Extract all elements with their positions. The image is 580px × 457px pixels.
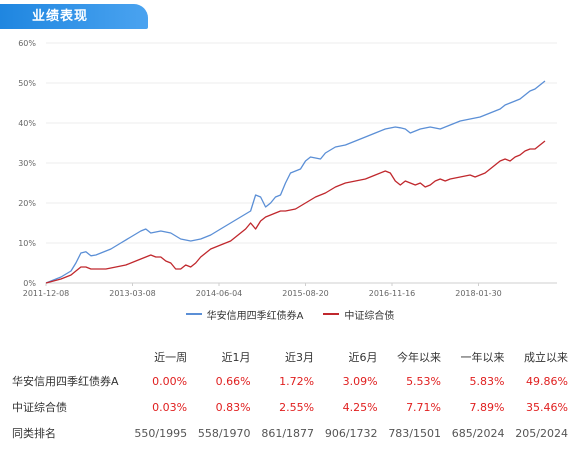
row-label-peer-rank: 同类排名 xyxy=(12,427,56,440)
table-cell: 5.53% xyxy=(406,374,442,388)
series-line-index xyxy=(45,140,546,284)
table-header-1y: 一年以来 xyxy=(460,351,505,364)
table-cell: 685/2024 xyxy=(451,426,505,440)
table-header-3m: 近3月 xyxy=(285,351,315,364)
table-header-blank xyxy=(12,346,128,368)
y-tick-label: 20% xyxy=(18,199,36,208)
legend-swatch-fund xyxy=(185,313,202,315)
y-tick-label: 40% xyxy=(18,119,36,128)
table-cell: 1.72% xyxy=(279,374,315,388)
x-tick-label: 2015-08-20 xyxy=(282,289,329,298)
table-cell: 550/1995 xyxy=(134,426,188,440)
y-tick-label: 0% xyxy=(23,279,36,288)
performance-table: 近一周 近1月 近3月 近6月 今年以来 一年以来 成立以来 华安信用四季红债券… xyxy=(12,346,572,446)
table-row-fund: 华安信用四季红债券A 0.00% 0.66% 1.72% 3.09% 5.53%… xyxy=(12,368,572,394)
y-tick-label: 60% xyxy=(18,39,36,48)
table-cell: 783/1501 xyxy=(388,426,442,440)
series-line-fund xyxy=(45,80,546,284)
row-label-index: 中证综合债 xyxy=(12,401,67,414)
row-label-fund: 华安信用四季红债券A xyxy=(12,375,119,388)
table-cell: 205/2024 xyxy=(515,426,568,440)
table-cell: 2.55% xyxy=(279,400,315,414)
table-cell: 0.00% xyxy=(152,374,188,388)
y-tick-label: 50% xyxy=(18,79,36,88)
table-cell: 4.25% xyxy=(342,400,378,414)
table-cell: 49.86% xyxy=(526,374,568,388)
table-cell: 0.83% xyxy=(215,400,251,414)
legend-label-fund: 华安信用四季红债券A xyxy=(206,310,304,322)
table-cell: 558/1970 xyxy=(197,426,251,440)
table-row-index: 中证综合债 0.03% 0.83% 2.55% 4.25% 7.71% 7.89… xyxy=(12,394,572,420)
table-cell: 861/1877 xyxy=(261,426,315,440)
table-cell: 7.89% xyxy=(469,400,505,414)
x-tick-label: 2018-01-30 xyxy=(455,289,502,298)
x-tick-label: 2011-12-08 xyxy=(23,289,70,298)
legend-swatch-index xyxy=(323,313,340,315)
table-header-ytd: 今年以来 xyxy=(397,351,442,364)
x-tick-label: 2016-11-16 xyxy=(369,289,416,298)
chart-legend: 华安信用四季红债券A 中证综合债 xyxy=(0,306,580,322)
y-tick-label: 30% xyxy=(18,159,36,168)
legend-item-index[interactable]: 中证综合债 xyxy=(323,306,394,322)
x-tick-label: 2014-06-04 xyxy=(196,289,243,298)
table-header-6m: 近6月 xyxy=(348,351,378,364)
performance-line-chart: 0% 10% 20% 30% 40% 50% 60% 2011-12-08 2013-03-08… xyxy=(18,39,557,298)
table-cell: 5.83% xyxy=(469,374,505,388)
table-cell: 35.46% xyxy=(526,400,568,414)
table-header-1w: 近一周 xyxy=(154,351,188,364)
table-header-row: 近一周 近1月 近3月 近6月 今年以来 一年以来 成立以来 xyxy=(12,346,572,368)
x-tick-label: 2013-03-08 xyxy=(109,289,156,298)
table-cell: 3.09% xyxy=(342,374,378,388)
section-title-tab: 业绩表现 xyxy=(0,4,148,29)
legend-label-index: 中证综合债 xyxy=(344,310,395,322)
table-row-peer-rank: 同类排名 550/1995 558/1970 861/1877 906/1732… xyxy=(12,420,572,446)
table-cell: 906/1732 xyxy=(324,426,378,440)
table-cell: 0.66% xyxy=(215,374,251,388)
table-cell: 7.71% xyxy=(406,400,442,414)
table-header-since-inception: 成立以来 xyxy=(524,351,568,364)
section-title: 业绩表现 xyxy=(32,9,89,24)
table-header-1m: 近1月 xyxy=(221,351,251,364)
legend-item-fund[interactable]: 华安信用四季红债券A xyxy=(185,306,304,322)
y-tick-label: 10% xyxy=(18,239,36,248)
table-cell: 0.03% xyxy=(152,400,188,414)
